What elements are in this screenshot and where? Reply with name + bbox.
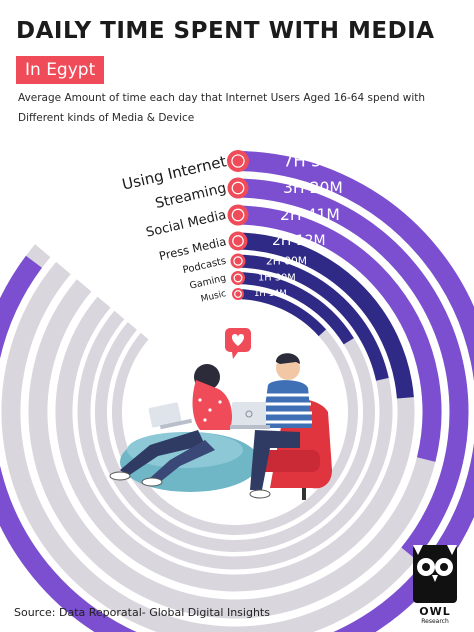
network-icon-glyph <box>231 208 245 222</box>
bar-using-internet <box>0 151 474 632</box>
globe-icon-glyph <box>231 154 245 168</box>
man-figure <box>230 353 312 499</box>
crown-icon <box>228 231 248 251</box>
bar-streaming <box>234 178 469 560</box>
value-label-gaming: 1H 30M <box>258 273 296 284</box>
logo-subtitle: Research <box>421 618 449 625</box>
value-label-streaming: 3H 20M <box>283 179 343 197</box>
logo-name: OWL <box>419 605 451 618</box>
page-title: DAILY TIME SPENT WITH MEDIA <box>16 18 435 44</box>
value-label-press-media: 2H 12M <box>272 233 326 249</box>
globe-icon <box>227 150 249 172</box>
bar-press-media <box>234 232 414 399</box>
source-note: Source: Data Reporatal- Global Digital I… <box>14 606 270 619</box>
value-label-social-media: 2H 41M <box>280 206 340 224</box>
owl-logo <box>413 545 457 603</box>
couple-illustration <box>109 328 332 500</box>
track-music <box>112 289 358 535</box>
music-note-icon-glyph <box>234 290 242 298</box>
category-label-music: Music <box>200 289 227 305</box>
bar-gaming <box>234 272 354 345</box>
network-icon <box>227 204 249 226</box>
bar-social-media <box>234 205 442 462</box>
bar-podcasts <box>234 254 389 381</box>
category-label-gaming: Gaming <box>189 273 228 292</box>
category-label-streaming: Streaming <box>154 180 228 212</box>
gamepad-icon <box>231 271 245 285</box>
page-subtitle: Average Amount of time each day that Int… <box>18 92 426 124</box>
value-label-using-internet: 7H 55M <box>283 152 346 171</box>
woman-figure <box>109 364 233 487</box>
music-note-icon <box>232 288 244 300</box>
broadcast-icon <box>227 177 249 199</box>
podcast-icon-glyph <box>233 256 243 266</box>
heart-icon <box>225 328 251 359</box>
country-badge: In Egypt <box>16 56 105 84</box>
gamepad-icon-glyph <box>233 273 243 283</box>
value-label-podcasts: 2H 00M <box>266 255 307 268</box>
bar-music <box>234 289 327 337</box>
crown-icon-glyph <box>232 235 244 247</box>
value-label-music: 1H 14M <box>254 289 287 299</box>
broadcast-icon-glyph <box>231 181 245 195</box>
podcast-icon <box>230 253 246 269</box>
